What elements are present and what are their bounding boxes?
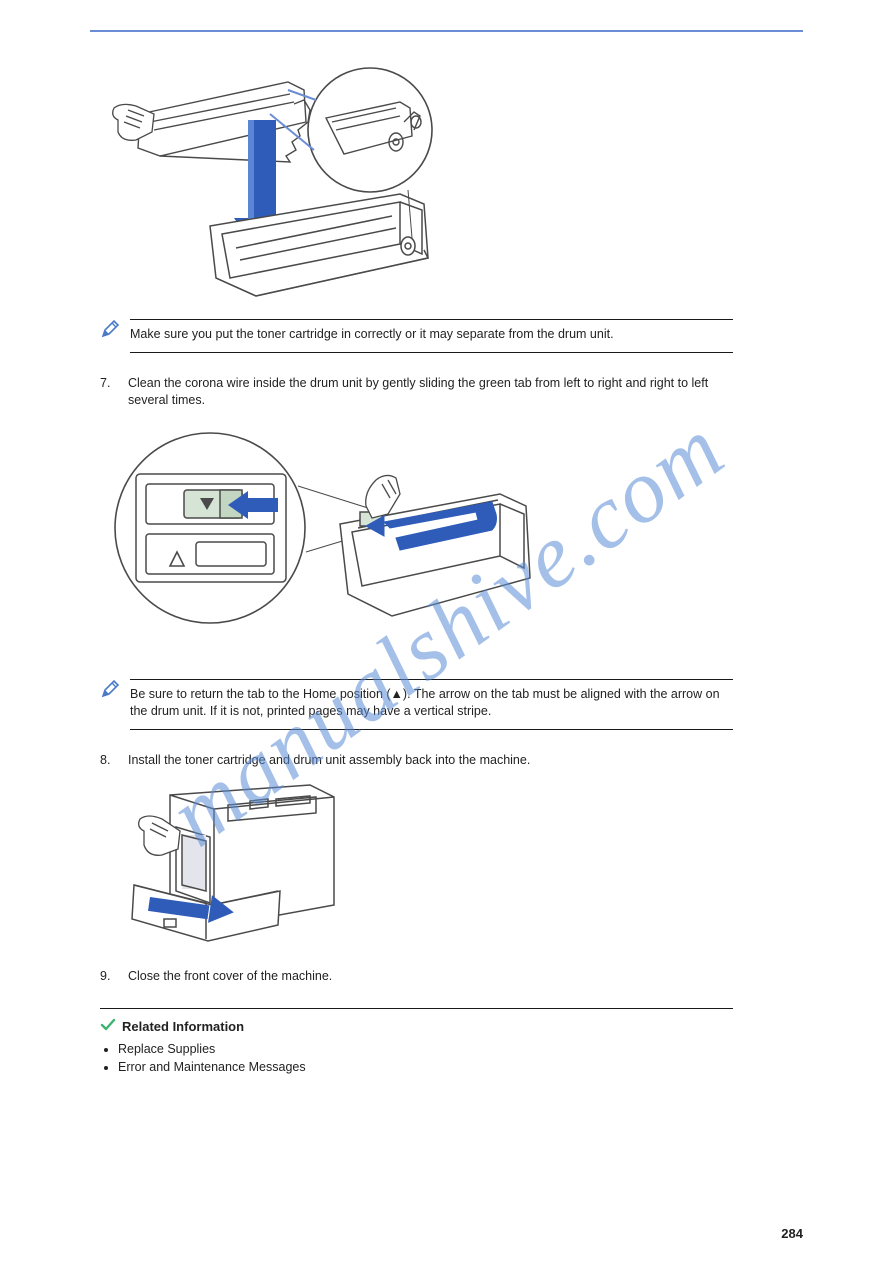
pencil-icon — [100, 679, 120, 699]
note-block-1: Make sure you put the toner cartridge in… — [100, 319, 733, 353]
step-8-text: Install the toner cartridge and drum uni… — [128, 752, 530, 770]
note-block-2: Be sure to return the tab to the Home po… — [100, 679, 733, 730]
step-9-number: 9. — [100, 968, 118, 986]
check-icon — [100, 1017, 116, 1036]
step-7-number: 7. — [100, 375, 118, 393]
figure-corona-wire — [100, 420, 823, 665]
figure-install-assembly — [100, 779, 823, 954]
note-2-text: Be sure to return the tab to the Home po… — [130, 680, 733, 729]
note-1-text: Make sure you put the toner cartridge in… — [130, 320, 733, 352]
page-content: Make sure you put the toner cartridge in… — [0, 0, 893, 1118]
step-8-number: 8. — [100, 752, 118, 770]
related-heading-text: Related Information — [122, 1019, 244, 1034]
page-number: 284 — [781, 1226, 803, 1241]
related-item: Error and Maintenance Messages — [118, 1060, 733, 1074]
figure-toner-into-drum — [100, 50, 823, 305]
step-9: 9. Close the front cover of the machine. — [100, 968, 733, 986]
related-item: Replace Supplies — [118, 1042, 733, 1056]
pencil-icon — [100, 319, 120, 339]
related-information: Related Information Replace Supplies Err… — [100, 1008, 733, 1074]
related-list: Replace Supplies Error and Maintenance M… — [118, 1042, 733, 1074]
step-9-text: Close the front cover of the machine. — [128, 968, 332, 986]
step-7-text: Clean the corona wire inside the drum un… — [128, 375, 733, 410]
top-rule — [90, 30, 803, 32]
step-7: 7. Clean the corona wire inside the drum… — [100, 375, 733, 410]
step-8: 8. Install the toner cartridge and drum … — [100, 752, 733, 770]
